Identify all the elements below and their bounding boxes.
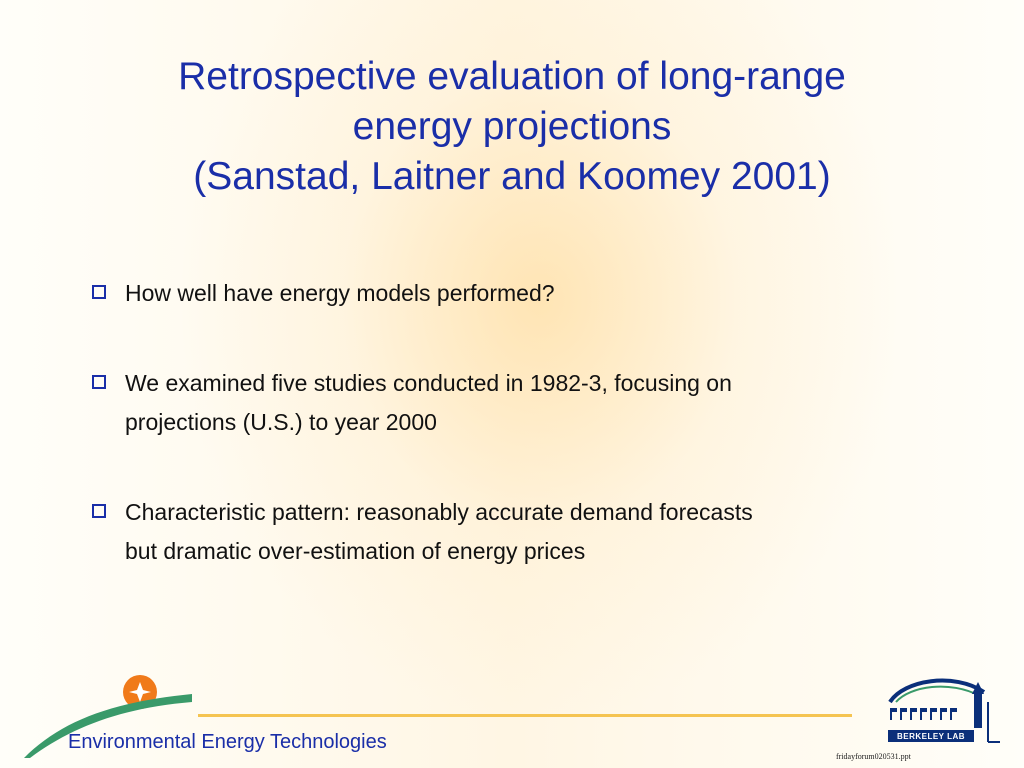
hollow-square-icon xyxy=(92,285,106,299)
bullet-line: We examined five studies conducted in 19… xyxy=(125,370,732,396)
bullet-line: but dramatic over-estimation of energy p… xyxy=(125,538,586,564)
lab-logo-text: BERKELEY LAB xyxy=(897,732,965,741)
bullet-item: Characteristic pattern: reasonably accur… xyxy=(92,493,952,571)
bullet-line: projections (U.S.) to year 2000 xyxy=(125,409,437,435)
division-label: Environmental Energy Technologies xyxy=(68,731,387,753)
file-name-label: fridayforum020531.ppt xyxy=(836,752,911,761)
slide-title: Retrospective evaluation of long-range e… xyxy=(80,52,944,202)
footer-divider xyxy=(198,714,852,717)
title-line: (Sanstad, Laitner and Koomey 2001) xyxy=(193,155,831,198)
title-line: energy projections xyxy=(352,105,672,148)
bullet-list: How well have energy models performed? W… xyxy=(92,274,952,571)
hollow-square-icon xyxy=(92,504,106,518)
hollow-square-icon xyxy=(92,375,106,389)
berkeley-lab-logo-icon: BERKELEY LAB xyxy=(888,678,1000,743)
title-line: Retrospective evaluation of long-range xyxy=(178,55,846,98)
bullet-line: Characteristic pattern: reasonably accur… xyxy=(125,499,753,525)
eet-logo-icon xyxy=(24,675,192,758)
bullet-line: How well have energy models performed? xyxy=(125,280,555,306)
bullet-item: We examined five studies conducted in 19… xyxy=(92,364,952,442)
bullet-item: How well have energy models performed? xyxy=(92,274,952,313)
